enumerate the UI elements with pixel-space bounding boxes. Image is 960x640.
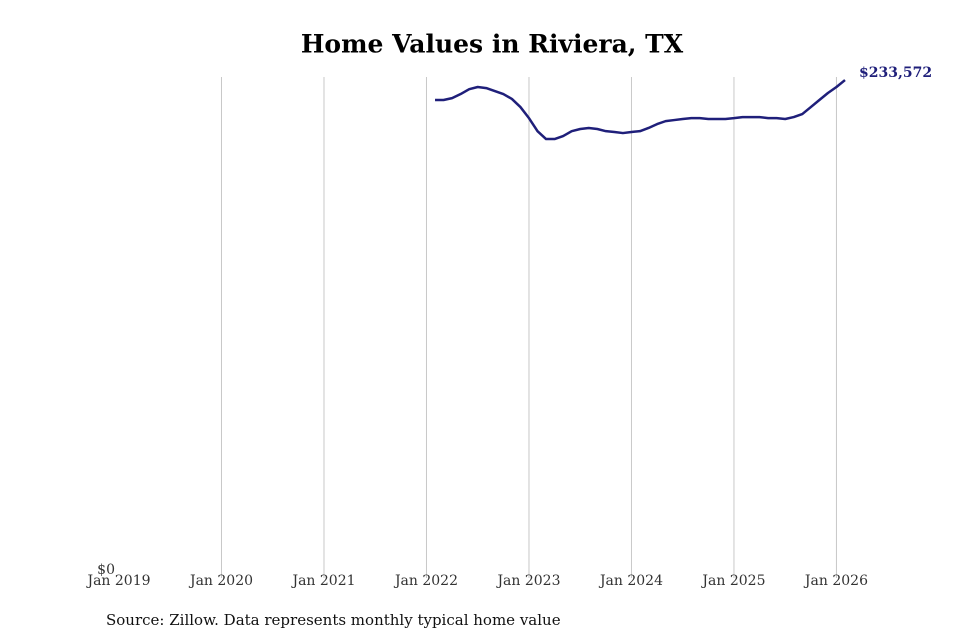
y-tick-label: $0 bbox=[97, 562, 115, 578]
x-tick-label: Jan 2021 bbox=[290, 573, 355, 589]
x-tick-label: Jan 2019 bbox=[85, 573, 150, 589]
x-tick-label: Jan 2023 bbox=[495, 573, 560, 589]
line-series bbox=[435, 79, 846, 141]
x-tick-label: Jan 2020 bbox=[188, 573, 253, 589]
source-note: Source: Zillow. Data represents monthly … bbox=[106, 611, 561, 629]
x-tick-label: Jan 2022 bbox=[393, 573, 458, 589]
x-tick-label: Jan 2024 bbox=[598, 573, 663, 589]
value-label: $233,572 bbox=[859, 65, 932, 81]
chart-title: Home Values in Riviera, TX bbox=[301, 30, 684, 59]
x-tick-label: Jan 2026 bbox=[803, 573, 868, 589]
x-tick-label: Jan 2025 bbox=[700, 573, 765, 589]
